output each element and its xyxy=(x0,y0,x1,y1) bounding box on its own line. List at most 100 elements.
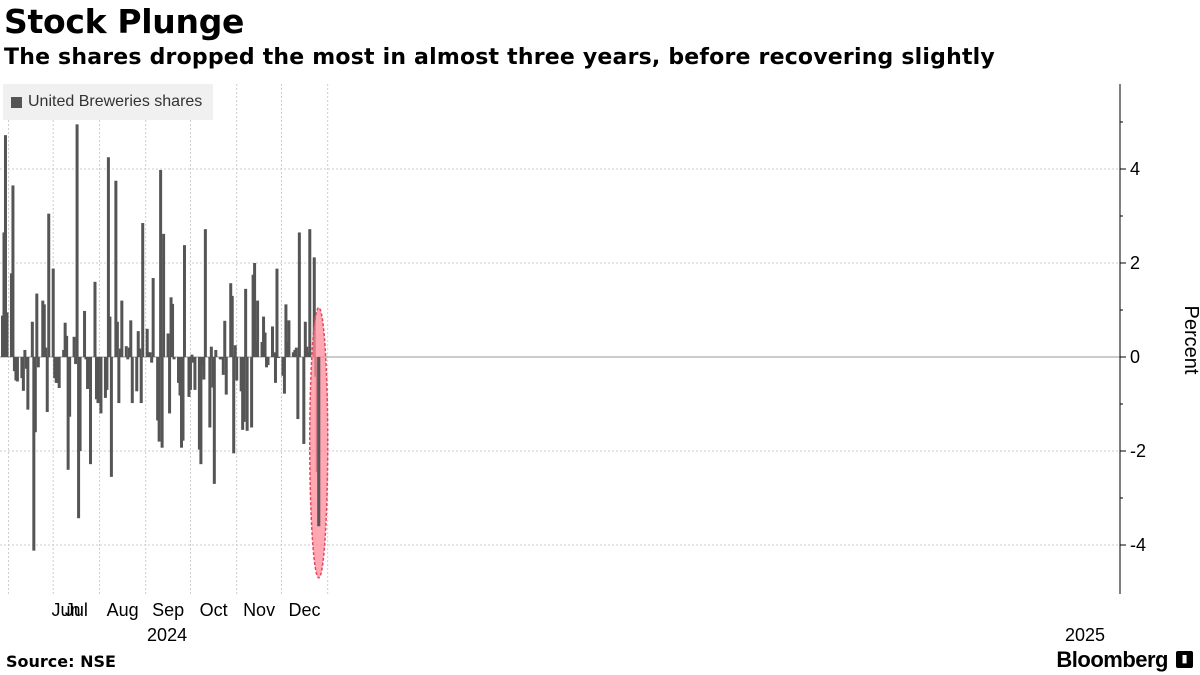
x-month-label: Sep xyxy=(152,600,184,620)
bar xyxy=(42,304,46,357)
bar xyxy=(297,232,301,357)
bar xyxy=(23,349,27,357)
bar xyxy=(172,357,176,360)
bar xyxy=(223,320,227,357)
bar xyxy=(190,354,194,357)
y-axis-label: Percent xyxy=(1180,306,1200,375)
bar xyxy=(141,223,145,357)
bar xyxy=(263,332,267,357)
bar xyxy=(209,346,213,357)
bar xyxy=(250,357,254,428)
x-month-label: Oct xyxy=(200,600,228,620)
chart-title: Stock Plunge xyxy=(4,2,245,41)
bar xyxy=(256,300,260,357)
bar xyxy=(86,357,90,389)
bar xyxy=(203,229,207,357)
bar xyxy=(89,357,93,465)
bar xyxy=(114,180,118,357)
bar xyxy=(15,357,19,382)
bar xyxy=(99,357,103,414)
bar xyxy=(36,357,40,368)
bar xyxy=(284,304,288,357)
bar xyxy=(271,326,274,357)
bar xyxy=(182,245,186,357)
y-tick-label: 2 xyxy=(1130,253,1140,273)
bar xyxy=(157,357,161,442)
plunge-highlight xyxy=(308,306,329,579)
bar xyxy=(145,328,149,357)
bar xyxy=(181,357,185,441)
bar xyxy=(276,357,280,358)
bar xyxy=(45,357,49,412)
bar xyxy=(275,268,279,357)
x-month-label: Aug xyxy=(107,600,139,620)
bar xyxy=(78,357,82,451)
bar xyxy=(150,357,154,363)
bar xyxy=(26,357,30,410)
bar xyxy=(242,357,246,422)
bar xyxy=(139,357,143,404)
bar xyxy=(305,346,309,357)
bar xyxy=(93,281,97,357)
bar xyxy=(224,357,228,395)
bar xyxy=(120,300,124,357)
bar xyxy=(168,357,172,414)
bar xyxy=(75,124,79,357)
bar xyxy=(245,357,249,431)
bar xyxy=(35,293,39,357)
bar xyxy=(272,352,276,357)
bar xyxy=(303,321,307,357)
x-month-label: Jun xyxy=(51,600,80,620)
bar xyxy=(214,349,218,357)
bar xyxy=(124,346,128,357)
x-month-label: Nov xyxy=(243,600,275,620)
bar xyxy=(135,357,139,392)
bar xyxy=(296,357,300,420)
legend: United Breweries shares xyxy=(3,84,214,120)
bar xyxy=(11,185,15,357)
bar xyxy=(199,357,203,465)
bar xyxy=(244,288,248,357)
gridlines xyxy=(0,84,1120,594)
bar xyxy=(159,169,163,357)
bar xyxy=(202,357,206,380)
legend-label: United Breweries shares xyxy=(28,93,203,110)
x-month-label: Dec xyxy=(289,600,321,620)
bar xyxy=(208,357,212,428)
bar xyxy=(126,357,130,360)
chart-subtitle: The shares dropped the most in almost th… xyxy=(4,45,995,70)
bar xyxy=(312,257,316,357)
bar-series xyxy=(1,124,321,551)
bar xyxy=(212,357,216,484)
bar xyxy=(166,333,170,357)
highlighted-bar xyxy=(317,357,321,527)
y-tick-label: 0 xyxy=(1130,347,1140,367)
bar xyxy=(266,357,270,365)
bar xyxy=(136,331,140,357)
bar xyxy=(30,321,34,357)
bar xyxy=(47,213,51,357)
bar xyxy=(138,348,142,357)
bar xyxy=(253,263,257,357)
bar xyxy=(117,357,121,404)
bar xyxy=(232,357,236,454)
bar xyxy=(162,233,166,357)
bar xyxy=(3,135,7,357)
bar xyxy=(302,357,306,444)
bar xyxy=(151,278,155,357)
bar xyxy=(160,357,164,448)
bar xyxy=(273,357,277,383)
bar xyxy=(109,357,113,477)
y-tick-label: -4 xyxy=(1130,535,1146,555)
bar xyxy=(68,357,72,417)
bar xyxy=(33,357,37,433)
bar xyxy=(21,357,25,391)
bar xyxy=(193,357,197,390)
bar xyxy=(148,352,152,357)
source-note: Source: NSE xyxy=(6,652,116,671)
bar xyxy=(115,321,119,357)
bloomberg-logo-icon: ▮ xyxy=(1176,651,1193,668)
bar xyxy=(5,312,9,357)
y-tick-label: -2 xyxy=(1130,441,1146,461)
